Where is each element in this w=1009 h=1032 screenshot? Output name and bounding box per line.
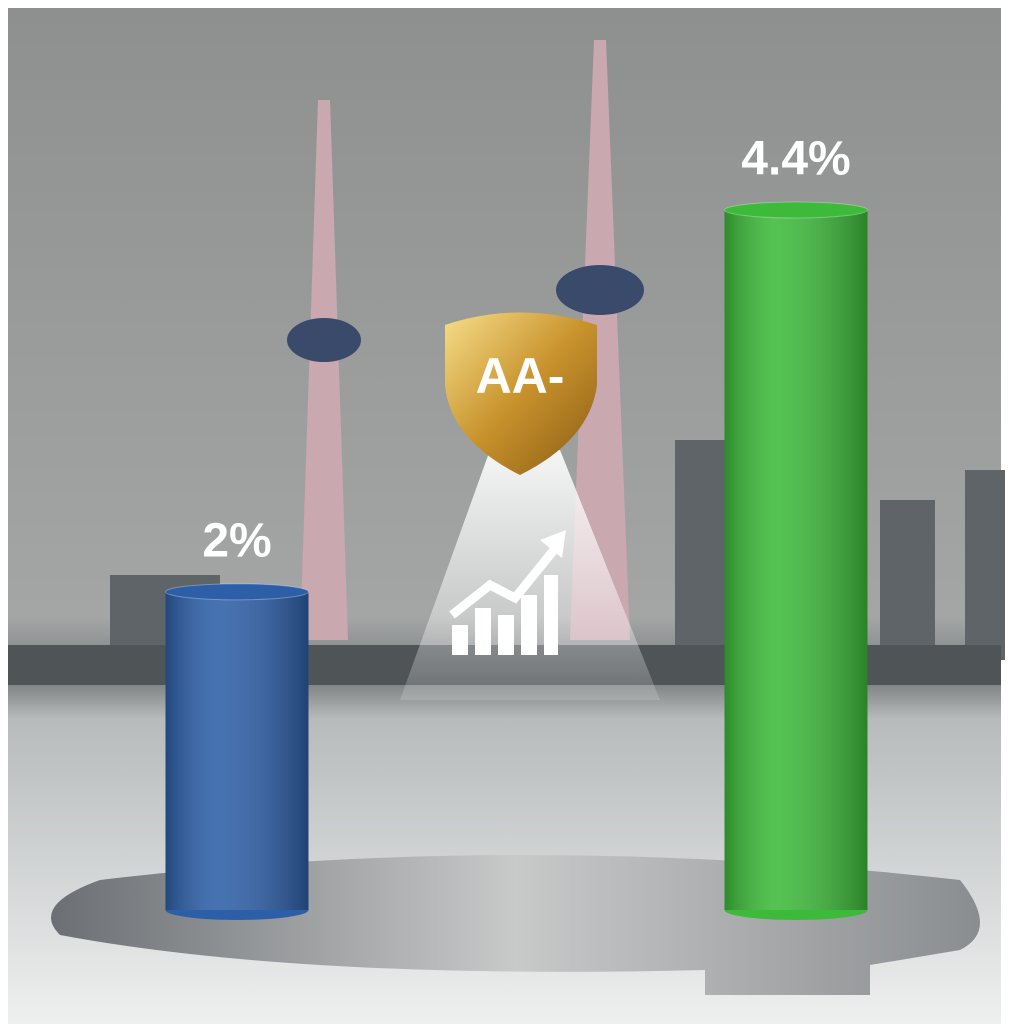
value-label: 4.4% bbox=[741, 133, 850, 186]
bar-shading bbox=[724, 210, 868, 910]
rating-label: AA- bbox=[476, 348, 565, 404]
bar-shading bbox=[165, 591, 309, 910]
rating-shield bbox=[445, 312, 597, 475]
bar-top bbox=[724, 201, 868, 219]
value-label: 2% bbox=[202, 514, 271, 567]
towers bbox=[287, 40, 644, 640]
growth-icon bbox=[449, 530, 566, 655]
bar-top bbox=[165, 583, 309, 601]
